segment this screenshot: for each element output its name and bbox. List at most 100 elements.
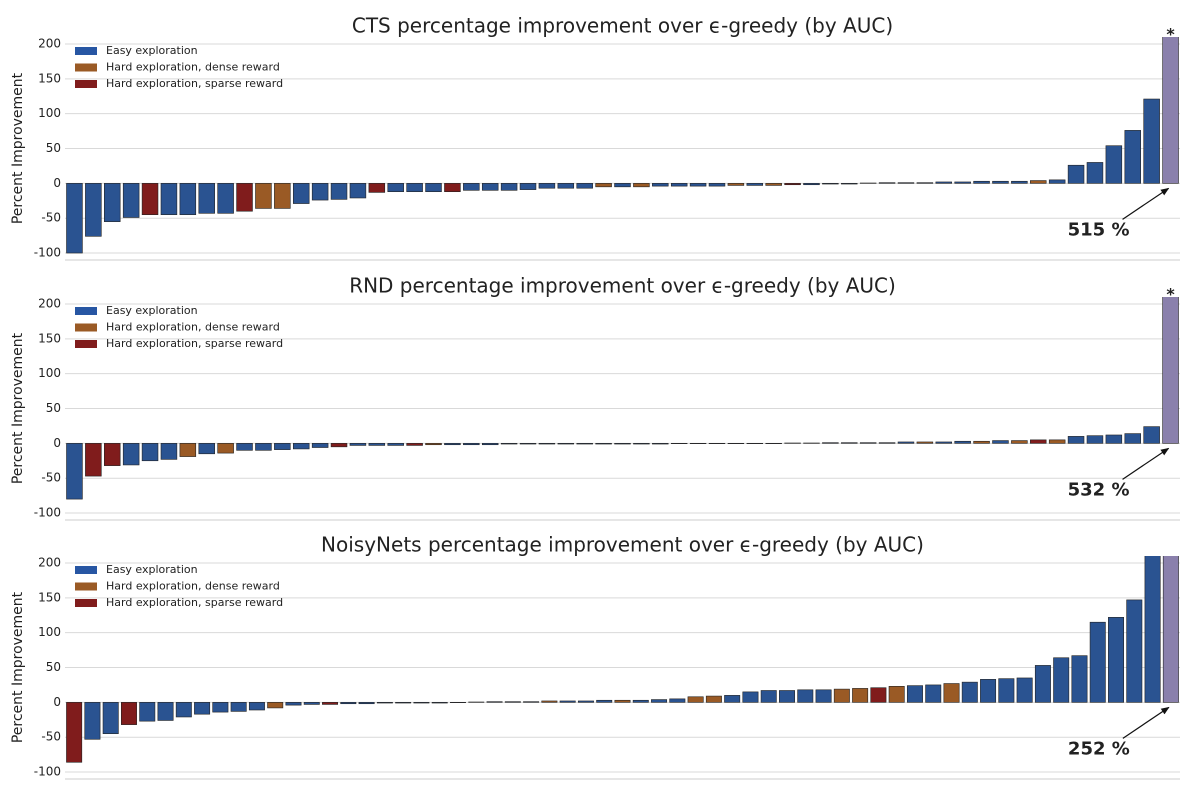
bar bbox=[274, 443, 291, 450]
bar bbox=[425, 443, 442, 446]
y-tick-label: 200 bbox=[38, 555, 61, 569]
y-tick-label: 150 bbox=[38, 71, 61, 85]
bar bbox=[376, 702, 393, 704]
legend-swatch bbox=[75, 307, 97, 315]
bar bbox=[444, 443, 461, 446]
bar bbox=[1030, 439, 1047, 444]
y-tick-label: 100 bbox=[38, 625, 61, 639]
legend-swatch bbox=[75, 80, 97, 88]
bar bbox=[727, 183, 745, 186]
bar bbox=[670, 183, 688, 187]
bar bbox=[431, 702, 448, 704]
bar bbox=[954, 181, 971, 184]
bar bbox=[1144, 556, 1161, 703]
bar bbox=[395, 702, 412, 704]
bar bbox=[943, 683, 960, 703]
y-axis-label: Percent Improvement bbox=[10, 72, 26, 224]
bar bbox=[1089, 621, 1106, 703]
bar bbox=[523, 701, 540, 703]
y-axis-label: Percent Improvement bbox=[10, 332, 26, 484]
bar bbox=[212, 702, 229, 713]
bar bbox=[742, 691, 759, 703]
chart-title: CTS percentage improvement over ϵ-greedy… bbox=[352, 14, 893, 38]
legend-swatch bbox=[75, 599, 97, 607]
bar bbox=[1105, 145, 1123, 184]
legend-swatch bbox=[75, 63, 97, 72]
bar bbox=[888, 686, 905, 703]
y-tick-label: 200 bbox=[38, 36, 61, 50]
bar bbox=[500, 443, 518, 445]
y-axis-label: Percent Improvement bbox=[10, 591, 26, 743]
y-tick-label: 150 bbox=[38, 590, 61, 604]
bar bbox=[217, 183, 234, 214]
y-tick-label: -100 bbox=[34, 246, 61, 260]
bar bbox=[557, 183, 575, 189]
bar bbox=[803, 183, 820, 186]
bar bbox=[1126, 599, 1143, 703]
bar bbox=[406, 183, 423, 193]
bar bbox=[349, 183, 367, 199]
bar bbox=[303, 702, 320, 705]
bar bbox=[368, 443, 386, 446]
bar bbox=[1086, 162, 1104, 184]
bar bbox=[122, 443, 140, 466]
bar bbox=[141, 443, 159, 462]
bar bbox=[557, 443, 575, 445]
y-tick-label: 50 bbox=[46, 401, 61, 415]
bar bbox=[285, 702, 302, 706]
bar bbox=[992, 180, 1009, 184]
bar bbox=[998, 678, 1015, 703]
bar bbox=[349, 443, 367, 446]
bar bbox=[925, 684, 942, 703]
bar bbox=[1143, 426, 1160, 444]
bar bbox=[481, 183, 499, 191]
y-tick-label: 150 bbox=[38, 331, 61, 345]
bar bbox=[1034, 665, 1051, 703]
bar bbox=[596, 699, 613, 703]
bar bbox=[538, 183, 556, 189]
bars bbox=[66, 556, 1179, 763]
bar bbox=[179, 183, 197, 216]
bar bbox=[1162, 556, 1179, 703]
bar bbox=[935, 441, 953, 444]
y-tick-label: 50 bbox=[46, 141, 61, 155]
bar bbox=[859, 442, 877, 444]
legend-swatch bbox=[75, 340, 97, 348]
bar bbox=[541, 700, 558, 703]
bar bbox=[687, 696, 704, 703]
bar bbox=[689, 183, 707, 187]
bar bbox=[916, 182, 934, 184]
bar bbox=[340, 702, 357, 705]
bar bbox=[1071, 655, 1088, 703]
bar bbox=[85, 443, 102, 477]
bar bbox=[614, 699, 631, 703]
bar bbox=[779, 690, 795, 703]
bar bbox=[614, 183, 631, 188]
bar bbox=[1124, 433, 1141, 444]
bar bbox=[255, 183, 272, 209]
bar bbox=[746, 183, 764, 186]
legend-label: Hard exploration, sparse reward bbox=[106, 77, 283, 90]
bar bbox=[104, 443, 121, 466]
bar bbox=[406, 443, 423, 446]
bar bbox=[66, 183, 83, 254]
bar bbox=[85, 183, 102, 237]
bar bbox=[973, 180, 990, 184]
legend-label: Easy exploration bbox=[106, 563, 198, 576]
legend-label: Hard exploration, dense reward bbox=[106, 580, 280, 593]
bar bbox=[519, 443, 537, 445]
bar bbox=[157, 702, 174, 721]
annotation-text: 532 % bbox=[1068, 479, 1130, 500]
bar bbox=[980, 679, 997, 703]
bar bbox=[84, 702, 101, 740]
bar bbox=[358, 702, 375, 705]
bar bbox=[1048, 179, 1066, 184]
bar bbox=[1105, 434, 1123, 444]
y-tick-label: 0 bbox=[53, 436, 61, 450]
bar bbox=[935, 181, 953, 184]
bar bbox=[1067, 164, 1085, 184]
bar bbox=[160, 443, 178, 460]
bar bbox=[633, 443, 650, 445]
bar bbox=[1086, 435, 1104, 444]
bar bbox=[652, 443, 669, 445]
